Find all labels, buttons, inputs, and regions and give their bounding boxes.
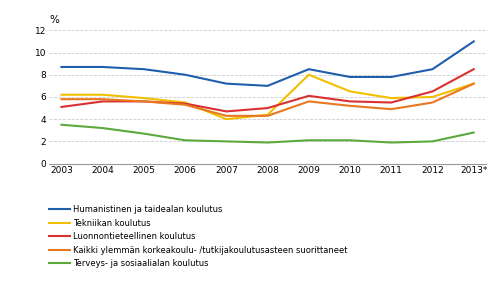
Humanistinen ja taidealan koulutus [223,82,229,85]
Terveys- ja sosiaalialan koulutus [388,141,394,144]
Humanistinen ja taidealan koulutus [58,65,64,69]
Luonnontieteellinen koulutus [182,102,188,105]
Humanistinen ja taidealan koulutus [141,67,147,71]
Luonnontieteellinen koulutus [58,105,64,109]
Luonnontieteellinen koulutus [306,94,312,98]
Humanistinen ja taidealan koulutus [430,67,436,71]
Terveys- ja sosiaalialan koulutus [306,138,312,142]
Kaikki ylemmän korkeakoulu- /tutkijakoulutusasteen suorittaneet [347,104,353,108]
Kaikki ylemmän korkeakoulu- /tutkijakoulutusasteen suorittaneet [141,100,147,103]
Tekniikan koulutus [182,101,188,104]
Humanistinen ja taidealan koulutus [265,84,271,88]
Terveys- ja sosiaalialan koulutus [430,140,436,143]
Kaikki ylemmän korkeakoulu- /tutkijakoulutusasteen suorittaneet [265,114,271,118]
Line: Luonnontieteellinen koulutus: Luonnontieteellinen koulutus [61,69,474,112]
Terveys- ja sosiaalialan koulutus [58,123,64,127]
Tekniikan koulutus [430,95,436,99]
Terveys- ja sosiaalialan koulutus [141,132,147,135]
Tekniikan koulutus [306,73,312,77]
Humanistinen ja taidealan koulutus [182,73,188,77]
Terveys- ja sosiaalialan koulutus [347,138,353,142]
Terveys- ja sosiaalialan koulutus [182,138,188,142]
Kaikki ylemmän korkeakoulu- /tutkijakoulutusasteen suorittaneet [471,82,477,85]
Luonnontieteellinen koulutus [430,90,436,93]
Tekniikan koulutus [471,82,477,85]
Terveys- ja sosiaalialan koulutus [100,126,106,130]
Tekniikan koulutus [347,90,353,93]
Luonnontieteellinen koulutus [388,101,394,104]
Kaikki ylemmän korkeakoulu- /tutkijakoulutusasteen suorittaneet [58,97,64,101]
Humanistinen ja taidealan koulutus [347,75,353,79]
Line: Kaikki ylemmän korkeakoulu- /tutkijakoulutusasteen suorittaneet: Kaikki ylemmän korkeakoulu- /tutkijakoul… [61,84,474,116]
Luonnontieteellinen koulutus [347,100,353,103]
Legend: Humanistinen ja taidealan koulutus, Tekniikan koulutus, Luonnontieteellinen koul: Humanistinen ja taidealan koulutus, Tekn… [49,205,348,268]
Humanistinen ja taidealan koulutus [471,40,477,43]
Kaikki ylemmän korkeakoulu- /tutkijakoulutusasteen suorittaneet [430,101,436,104]
Kaikki ylemmän korkeakoulu- /tutkijakoulutusasteen suorittaneet [100,97,106,101]
Tekniikan koulutus [388,96,394,100]
Humanistinen ja taidealan koulutus [388,75,394,79]
Kaikki ylemmän korkeakoulu- /tutkijakoulutusasteen suorittaneet [388,107,394,111]
Line: Tekniikan koulutus: Tekniikan koulutus [61,75,474,119]
Luonnontieteellinen koulutus [265,106,271,110]
Luonnontieteellinen koulutus [141,100,147,103]
Terveys- ja sosiaalialan koulutus [265,141,271,144]
Humanistinen ja taidealan koulutus [100,65,106,69]
Kaikki ylemmän korkeakoulu- /tutkijakoulutusasteen suorittaneet [223,114,229,118]
Terveys- ja sosiaalialan koulutus [223,140,229,143]
Kaikki ylemmän korkeakoulu- /tutkijakoulutusasteen suorittaneet [182,103,188,107]
Text: %: % [49,15,59,25]
Luonnontieteellinen koulutus [100,100,106,103]
Luonnontieteellinen koulutus [223,110,229,113]
Tekniikan koulutus [58,93,64,97]
Luonnontieteellinen koulutus [471,67,477,71]
Tekniikan koulutus [141,96,147,100]
Tekniikan koulutus [223,117,229,121]
Tekniikan koulutus [265,113,271,117]
Terveys- ja sosiaalialan koulutus [471,131,477,134]
Tekniikan koulutus [100,93,106,97]
Kaikki ylemmän korkeakoulu- /tutkijakoulutusasteen suorittaneet [306,100,312,103]
Humanistinen ja taidealan koulutus [306,67,312,71]
Line: Terveys- ja sosiaalialan koulutus: Terveys- ja sosiaalialan koulutus [61,125,474,142]
Line: Humanistinen ja taidealan koulutus: Humanistinen ja taidealan koulutus [61,42,474,86]
